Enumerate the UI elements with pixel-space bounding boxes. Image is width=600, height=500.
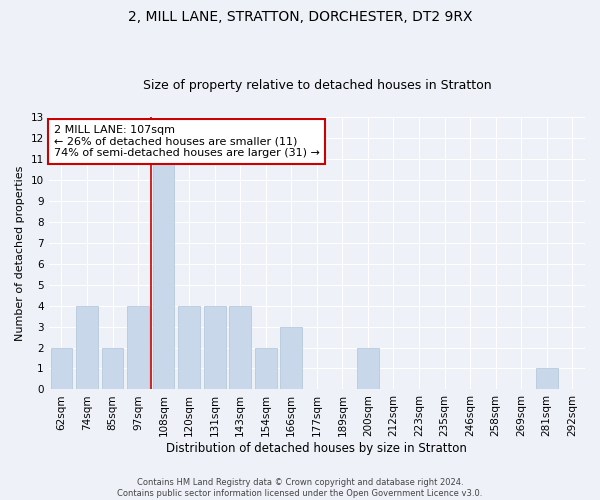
Bar — [357, 348, 379, 390]
Bar — [127, 306, 149, 390]
Y-axis label: Number of detached properties: Number of detached properties — [15, 166, 25, 341]
Bar — [229, 306, 251, 390]
Bar — [178, 306, 200, 390]
Text: 2, MILL LANE, STRATTON, DORCHESTER, DT2 9RX: 2, MILL LANE, STRATTON, DORCHESTER, DT2 … — [128, 10, 472, 24]
Bar — [76, 306, 98, 390]
Bar — [153, 158, 175, 390]
Text: 2 MILL LANE: 107sqm
← 26% of detached houses are smaller (11)
74% of semi-detach: 2 MILL LANE: 107sqm ← 26% of detached ho… — [54, 125, 320, 158]
Bar — [255, 348, 277, 390]
Bar — [536, 368, 557, 390]
Bar — [101, 348, 124, 390]
Bar — [50, 348, 72, 390]
Bar — [204, 306, 226, 390]
Text: Contains HM Land Registry data © Crown copyright and database right 2024.
Contai: Contains HM Land Registry data © Crown c… — [118, 478, 482, 498]
X-axis label: Distribution of detached houses by size in Stratton: Distribution of detached houses by size … — [166, 442, 467, 455]
Bar — [280, 326, 302, 390]
Title: Size of property relative to detached houses in Stratton: Size of property relative to detached ho… — [143, 79, 491, 92]
